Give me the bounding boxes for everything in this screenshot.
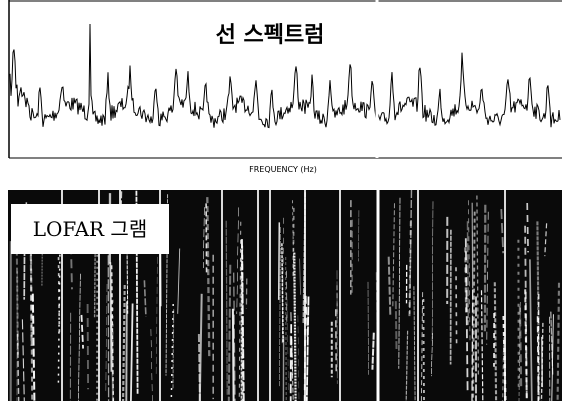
- lofar-streak: [456, 267, 457, 346]
- lofar-streak: [558, 283, 559, 401]
- spectrum-title: 선 스펙트럼: [216, 23, 325, 48]
- lofar-streak: [423, 299, 424, 401]
- lofar-streak: [31, 251, 32, 401]
- lofar-streak: [468, 221, 469, 325]
- lofar-streak: [542, 337, 543, 387]
- lofar-streak: [206, 203, 207, 274]
- lofar-title: LOFAR 그램: [33, 217, 147, 241]
- frequency-axis-label: FREQUENCY (Hz): [249, 165, 317, 174]
- lofar-streak: [472, 290, 473, 401]
- lofar-streak: [286, 257, 287, 401]
- lofar-streak: [396, 301, 397, 349]
- lofar-streak: [279, 222, 280, 300]
- figure: 선 스펙트럼 FREQUENCY (Hz) LOFAR 그램: [0, 0, 564, 401]
- lofar-streak: [126, 301, 127, 401]
- lofar-streak: [233, 309, 234, 401]
- page: 선 스펙트럼 FREQUENCY (Hz) LOFAR 그램 (() => { …: [0, 0, 564, 401]
